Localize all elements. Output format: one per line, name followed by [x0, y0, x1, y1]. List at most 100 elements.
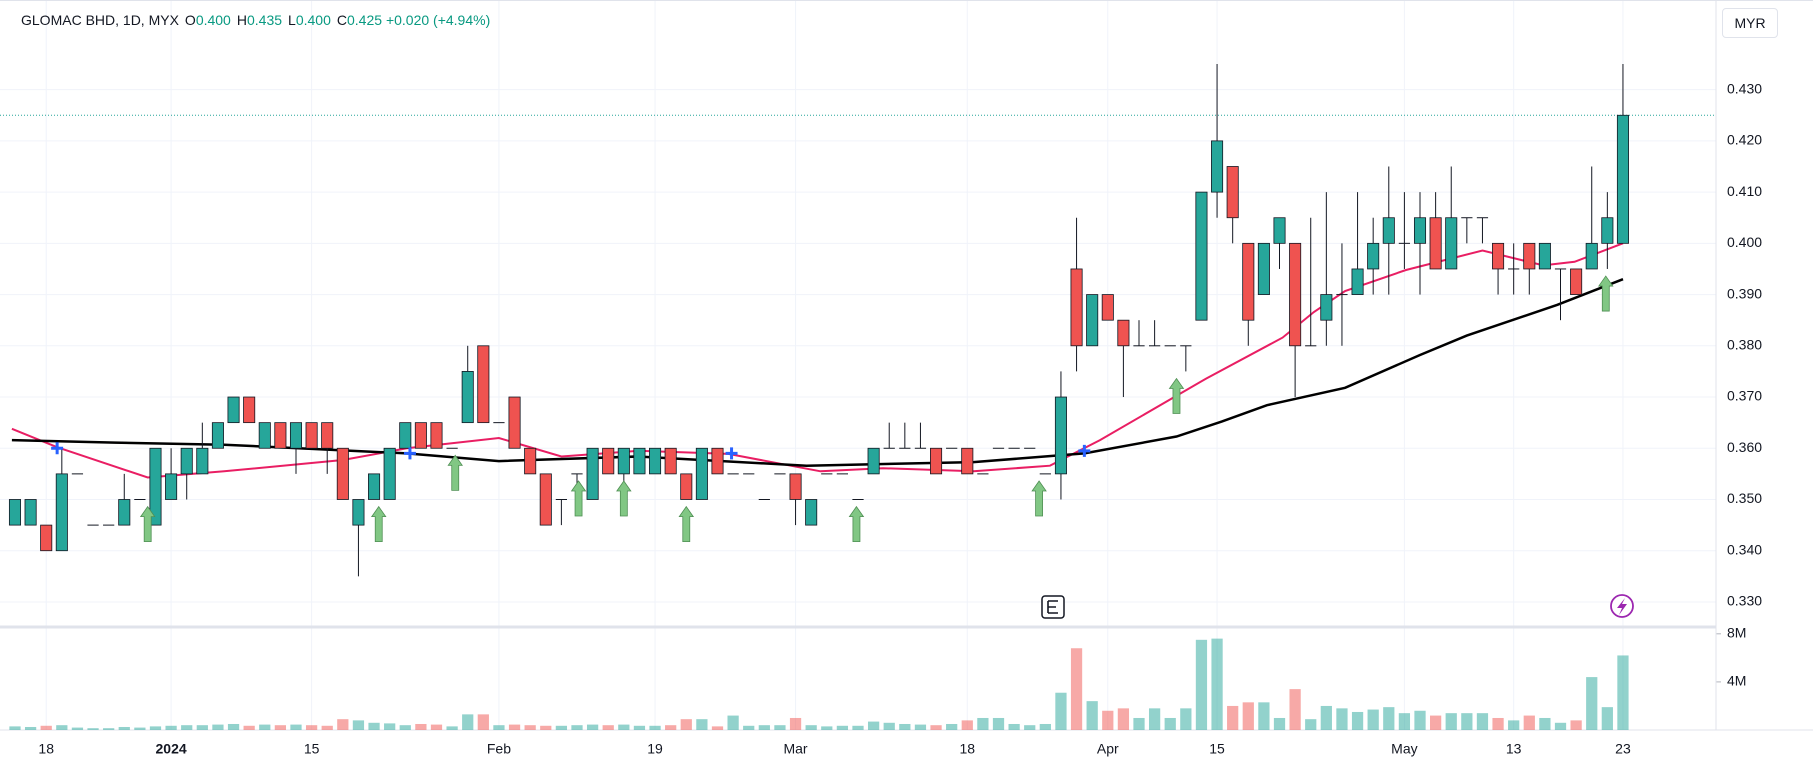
ohlc-field: C0.425: [337, 12, 382, 28]
volume-bar: [87, 728, 99, 730]
candle-body: [149, 447, 162, 526]
volume-bar: [540, 725, 552, 730]
candle-body: [649, 447, 662, 475]
volume-bar: [821, 726, 833, 730]
candle-body: [1211, 140, 1224, 193]
volume-bar: [1305, 719, 1317, 730]
volume-bar: [946, 723, 958, 730]
volume-bar: [1476, 713, 1489, 730]
volume-bar: [337, 719, 349, 730]
candle-body: [695, 447, 708, 500]
volume-bar: [274, 725, 286, 730]
candle-body: [1242, 242, 1255, 321]
volume-bar: [1258, 702, 1270, 730]
candle-body: [633, 447, 646, 475]
volume-bar: [930, 725, 942, 730]
volume-bar: [867, 721, 880, 730]
field-label: O: [184, 12, 196, 28]
volume-bar: [118, 726, 130, 730]
candle-body: [24, 499, 37, 526]
y-tick-label: 0.380: [1727, 337, 1762, 353]
volume-bar: [1601, 707, 1613, 730]
volume-bar: [1117, 708, 1130, 730]
volume-bar: [134, 727, 146, 730]
field-value: 0.400: [295, 12, 331, 28]
ohlc-field: O0.400: [185, 12, 231, 28]
cross-marker: [403, 447, 416, 460]
volume-bar: [1148, 708, 1161, 730]
candle-body: [586, 447, 599, 500]
volume-bar: [1554, 722, 1567, 730]
moving-average: [11, 242, 1624, 479]
candle-body: [352, 499, 365, 526]
candle-body: [1492, 242, 1505, 270]
volume-bar: [477, 714, 489, 730]
y-tick-label: 0.400: [1727, 234, 1762, 250]
volume-bar: [1461, 713, 1473, 730]
candle-body: [55, 473, 68, 552]
volume-bar: [1008, 723, 1020, 730]
volume-bar: [758, 725, 770, 730]
candle-body: [1382, 217, 1395, 244]
volume-bar: [1133, 717, 1145, 730]
candle-body: [1086, 294, 1099, 347]
volume-bar: [1539, 717, 1551, 730]
volume-bar: [305, 725, 318, 730]
candle-body: [1054, 396, 1067, 475]
volume-bar: [633, 725, 646, 730]
field-value: 0.425: [347, 12, 383, 28]
candle-body: [1538, 242, 1551, 270]
volume-bar: [399, 725, 411, 730]
change-pct: (+4.94%): [433, 12, 491, 28]
volume-bar: [243, 725, 255, 730]
buy-signal: [370, 505, 387, 543]
candle-body: [805, 499, 818, 526]
volume-bar: [1586, 677, 1598, 730]
volume-bar: [1273, 717, 1286, 730]
volume-bar: [1351, 711, 1364, 730]
volume-bar: [665, 725, 677, 730]
candle-body: [336, 447, 349, 500]
y-tick-label: 0.350: [1727, 490, 1762, 506]
y-tick-label: 0.360: [1727, 439, 1762, 455]
volume-bar: [1398, 713, 1411, 730]
buy-signal: [678, 505, 695, 543]
y-tick-label: 0.390: [1727, 285, 1762, 301]
volume-bar: [368, 722, 380, 730]
candle-body: [867, 447, 880, 475]
change: +0.020: [385, 12, 430, 28]
x-tick-label: 13: [1506, 741, 1522, 757]
volume-bar: [883, 722, 895, 730]
candle-body: [680, 473, 693, 500]
volume-bar: [1617, 655, 1629, 730]
candle-body: [1570, 268, 1583, 295]
candle-body: [321, 422, 334, 449]
x-tick-label: 18: [38, 741, 54, 757]
volume-bar: [711, 726, 724, 730]
candle-body: [165, 473, 178, 500]
volume-bar: [71, 727, 84, 730]
volume-bar: [680, 719, 692, 730]
candle-body: [1117, 319, 1130, 347]
currency-button[interactable]: MYR: [1722, 8, 1778, 38]
candle-body: [258, 422, 271, 449]
candle-body: [399, 422, 412, 449]
volume-bar: [1383, 707, 1395, 730]
candle-body: [414, 422, 427, 449]
volume-bar: [196, 725, 208, 730]
volume-bar: [977, 717, 989, 730]
volume-bar: [462, 714, 474, 730]
volume-bar: [149, 726, 162, 730]
candle-body: [8, 499, 22, 526]
volume-bar: [56, 725, 68, 730]
ohlc-field: H0.435: [237, 12, 282, 28]
candle-body: [383, 447, 396, 500]
candle-body: [196, 447, 209, 475]
y-tick-label: 0.340: [1727, 541, 1762, 557]
volume-bar: [899, 723, 911, 730]
volume-bar: [103, 728, 115, 730]
volume-bar: [1430, 715, 1442, 730]
candle-body: [430, 422, 443, 449]
volume-bar: [805, 725, 817, 730]
